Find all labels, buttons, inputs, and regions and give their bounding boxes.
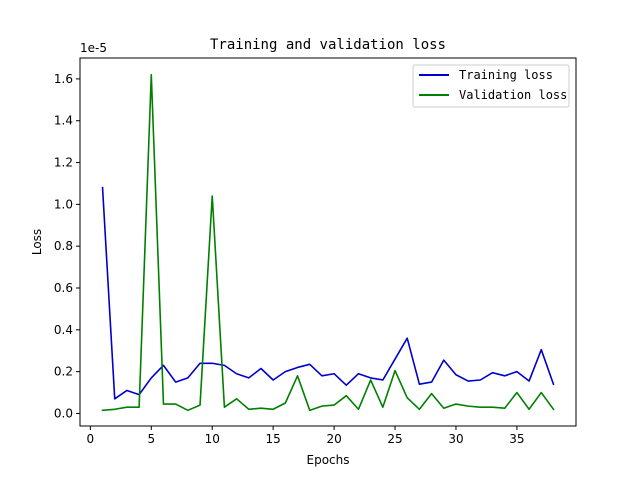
y-tick-label: 0.8 [54,239,73,253]
y-axis-label: Loss [30,229,44,255]
y-tick-label: 1.2 [54,156,73,170]
legend-box [412,64,570,108]
x-axis-ticks: 0 5 10 15 20 25 30 35 [87,426,525,446]
training-loss-line [101,186,555,400]
x-tick-label: 10 [205,432,220,446]
y-tick-label: 1.0 [54,197,73,211]
y-tick-label: 0.2 [54,365,73,379]
x-tick-label: 35 [509,432,524,446]
plot-area [101,73,555,412]
x-tick-label: 15 [266,432,281,446]
x-tick-label: 25 [387,432,402,446]
axes-frame [79,57,577,427]
y-tick-label: 0.4 [54,323,73,337]
y-tick-label: 0.0 [54,406,73,420]
legend-label-training: Training loss [459,68,553,82]
legend-label-validation: Validation loss [459,88,567,102]
y-tick-label: 1.4 [54,114,73,128]
y-tick-label: 0.6 [54,281,73,295]
x-tick-label: 0 [87,432,95,446]
x-tick-label: 5 [147,432,155,446]
y-tick-label: 1.6 [54,72,73,86]
x-tick-label: 20 [326,432,341,446]
validation-loss-line [101,73,555,412]
chart-title: Training and validation loss [210,37,446,53]
x-axis-label: Epochs [307,453,350,467]
y-offset-text: 1e-5 [80,41,107,55]
x-tick-label: 30 [448,432,463,446]
y-axis-ticks: 0.0 0.2 0.4 0.6 0.8 1.0 1.2 1.4 1.6 [54,72,80,420]
legend: Training loss Validation loss [412,64,570,108]
